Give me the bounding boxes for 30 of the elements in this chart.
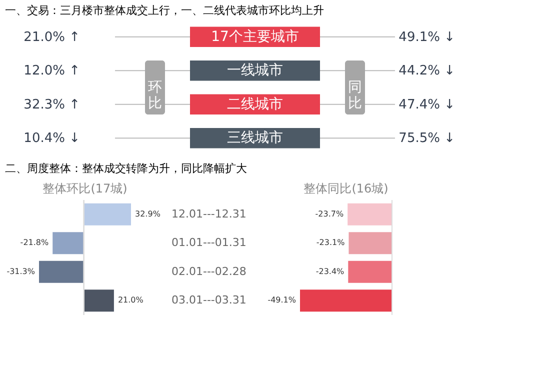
data-label: -31.3%: [6, 266, 36, 276]
text: 一、交易：三月楼市整体成交上行，一、二线代表城市环比均上升: [5, 4, 324, 17]
data-label: 32.9%: [135, 209, 161, 218]
y-tick-label: 12.01---12.31: [172, 207, 246, 220]
data-label: 21.0%: [118, 296, 144, 305]
data-label: -23.7%: [315, 209, 344, 218]
y-tick-label: 03.01---03.31: [172, 294, 246, 307]
data-label: -21.8%: [20, 238, 49, 248]
text: 环比: [148, 80, 162, 112]
category-label: 三线城市: [227, 130, 283, 146]
data-label: 21.0% ↑: [24, 30, 80, 45]
chart-subtitle: 整体环比(17城): [42, 182, 128, 196]
data-label: 75.5% ↓: [398, 131, 455, 146]
category-label: 17个主要城市: [211, 28, 299, 45]
data-label: 49.1% ↓: [398, 30, 455, 45]
data-label: 12.0% ↑: [24, 64, 80, 79]
data-label: 47.4% ↓: [398, 97, 455, 112]
data-label: -23.1%: [316, 238, 346, 248]
category-label: 一线城市: [227, 62, 283, 79]
data-label: -23.4%: [316, 266, 345, 276]
y-tick-label: 02.01---02.28: [172, 264, 246, 278]
y-tick-label: 01.01---01.31: [172, 236, 246, 250]
data-label: 10.4% ↓: [24, 131, 80, 146]
data-label: 32.3% ↑: [24, 97, 80, 112]
data-label: 44.2% ↓: [398, 64, 455, 79]
category-label: 二线城市: [227, 96, 283, 112]
chart-title: 二、周度整体：整体成交转降为升，同比降幅扩大: [5, 162, 247, 175]
data-label: -49.1%: [268, 296, 296, 305]
chart-subtitle: 整体同比(16城): [304, 182, 388, 196]
text: 同比: [348, 80, 362, 112]
